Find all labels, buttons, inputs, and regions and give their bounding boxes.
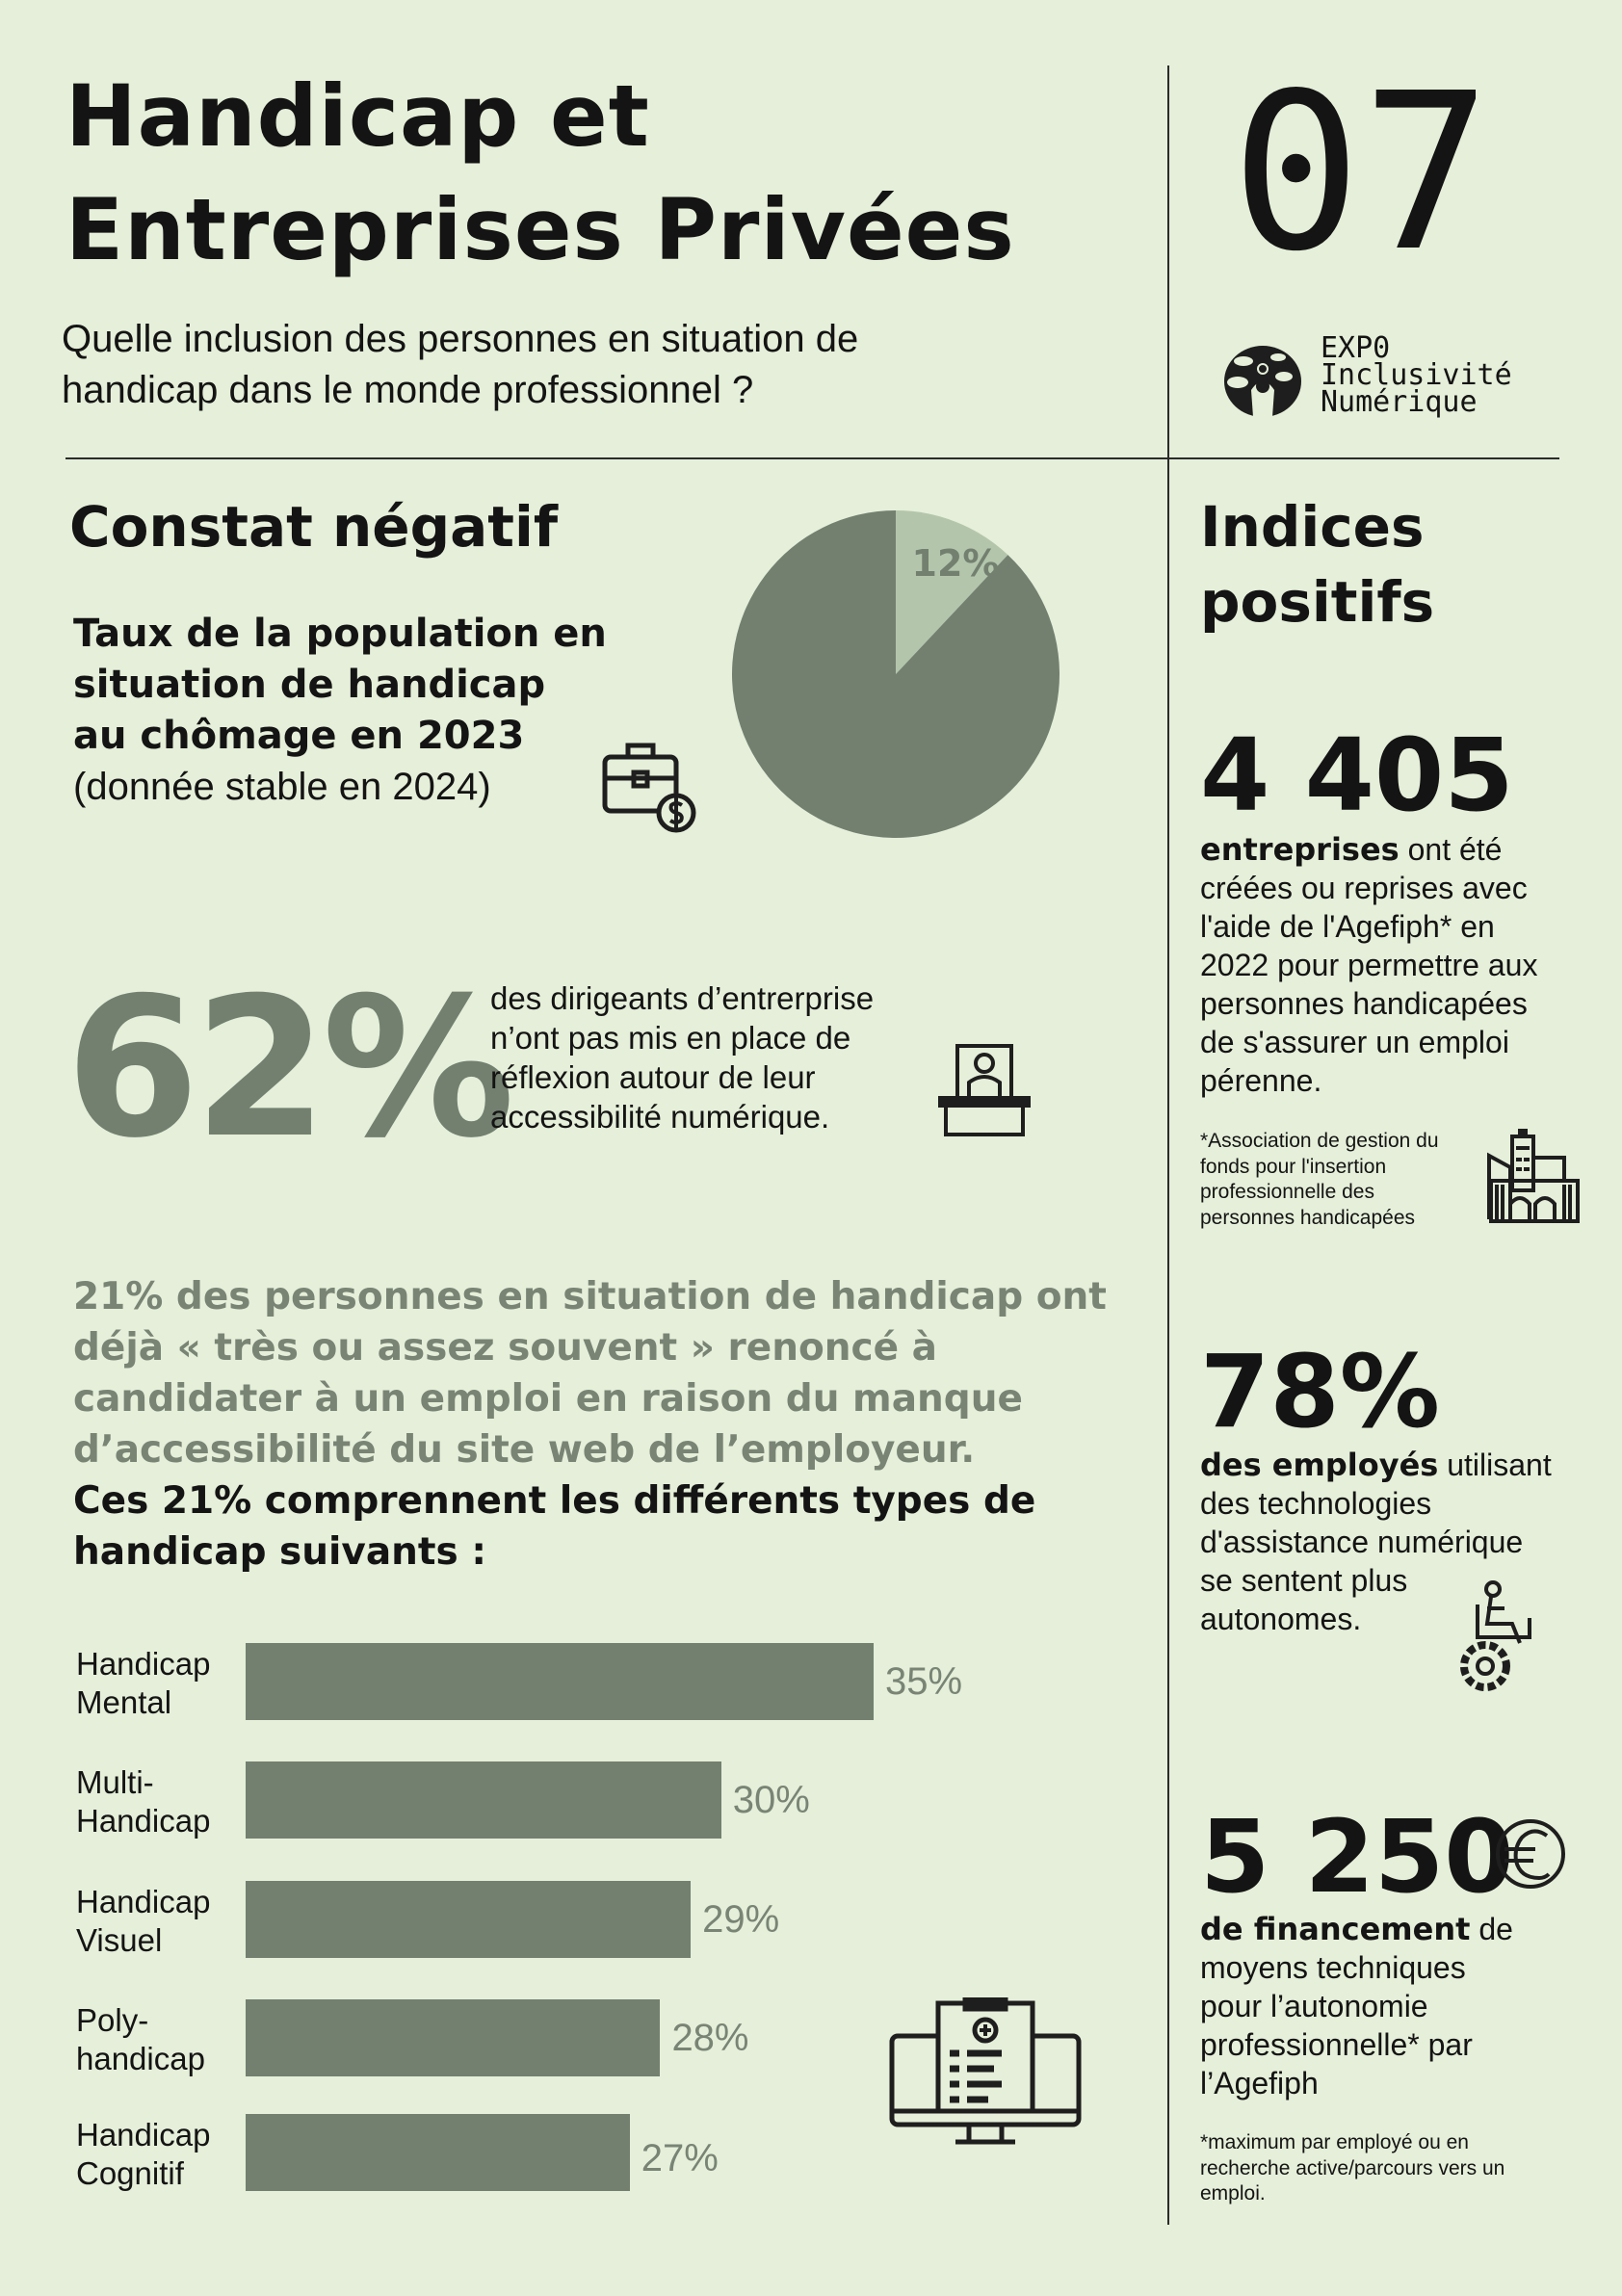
- bar-value-label: 29%: [702, 1898, 780, 1941]
- black-line: Ces 21% comprennent les différents types…: [73, 1479, 1036, 1523]
- financement-footnote: *maximum par employé ou en recherche act…: [1200, 2130, 1585, 2207]
- stat-financement-value: 5 250: [1200, 1798, 1514, 1916]
- stat-line: ont été: [1399, 832, 1503, 867]
- horizontal-divider: [65, 457, 1559, 459]
- taux-line: Taux de la population en: [73, 612, 607, 656]
- stat-62-line: accessibilité numérique.: [490, 1099, 830, 1135]
- bar-value-label: 35%: [885, 1660, 963, 1703]
- stat-line: d'assistance numérique: [1200, 1525, 1524, 1559]
- taux-line: (donnée stable en 2024): [73, 766, 491, 808]
- footnote-line: personnes handicapées: [1200, 1206, 1416, 1229]
- manager-desk-icon: [938, 1044, 1031, 1136]
- footnote-line: recherche active/parcours vers un: [1200, 2156, 1505, 2179]
- types-paragraph: Ces 21% comprennent les différents types…: [73, 1475, 1133, 1578]
- title-line: Entreprises Privées: [65, 180, 1015, 279]
- stat-line: des technologies: [1200, 1486, 1432, 1521]
- pie-slice: [896, 510, 1008, 674]
- subtitle: Quelle inclusion des personnes en situat…: [62, 314, 858, 416]
- bar: [246, 1999, 661, 2076]
- bar-category-label: Handicap Cognitif: [76, 2117, 211, 2191]
- section-title-negatif: Constat négatif: [69, 494, 559, 560]
- stat-line: utilisant: [1438, 1448, 1552, 1482]
- bar-category-label: Handicap Visuel: [76, 1884, 211, 1958]
- bar-value-label: 28%: [671, 2017, 749, 2059]
- bar-value-label: 27%: [641, 2137, 719, 2179]
- bar-category-label: Poly-handicap: [76, 2002, 205, 2076]
- black-line: handicap suivants :: [73, 1530, 486, 1574]
- gray-line: candidater à un emploi en raison du manq…: [73, 1377, 1023, 1421]
- stat-financement-text: de financement de moyens techniques pour…: [1200, 1910, 1576, 2102]
- stat-employes-value: 78%: [1200, 1333, 1440, 1450]
- stat-entreprises-value: 4 405: [1200, 717, 1514, 834]
- section-title-line: positifs: [1200, 569, 1435, 635]
- vertical-divider: [1167, 65, 1169, 2225]
- stat-line: moyens techniques: [1200, 1950, 1466, 1985]
- footnote-line: *maximum par employé ou en: [1200, 2131, 1469, 2153]
- section-title-positifs: Indices positifs: [1200, 489, 1434, 639]
- pie-chart: 12%: [732, 510, 1060, 838]
- bar-value-label: 30%: [732, 1779, 810, 1821]
- bar: [246, 2114, 630, 2191]
- pie-slice: [732, 510, 1060, 838]
- stat-line: pour l’autonomie: [1200, 1989, 1428, 2023]
- section-title-line: Indices: [1200, 494, 1425, 560]
- footnote-line: professionnelle des: [1200, 1181, 1374, 1203]
- wheelchair-gear-icon: [1460, 1580, 1531, 1691]
- stat-line: pérenne.: [1200, 1063, 1322, 1098]
- stat-line: personnes handicapées: [1200, 986, 1528, 1021]
- stat-line: 2022 pour permettre aux: [1200, 948, 1538, 982]
- stat-bold: des employés: [1200, 1447, 1439, 1483]
- expo-logo-text: EXP0 Inclusivité Numérique: [1321, 331, 1512, 419]
- taux-line: situation de handicap: [73, 663, 546, 707]
- expo-logo-icon: [1224, 346, 1301, 417]
- footnote-line: emploi.: [1200, 2182, 1266, 2205]
- stat-bold: entreprises: [1200, 831, 1400, 868]
- logo-line: Numérique: [1321, 385, 1478, 419]
- pie-label: 12%: [912, 542, 1000, 585]
- title-line: Handicap et: [65, 66, 650, 166]
- bar-category-label: Multi- Handicap: [76, 1764, 211, 1839]
- stat-line: professionnelle* par: [1200, 2027, 1473, 2062]
- euro-icon: [1496, 1819, 1565, 1889]
- stat-line: se sentent plus: [1200, 1563, 1408, 1598]
- bar-category-label: Handicap Mental: [76, 1646, 211, 1720]
- briefcase-dollar-icon: [602, 743, 696, 833]
- stat-line: l'aide de l'Agefiph* en: [1200, 909, 1495, 944]
- logo-line: EXP0: [1321, 331, 1391, 365]
- gray-line: déjà « très ou assez souvent » renoncé à: [73, 1326, 937, 1370]
- stat-entreprises-text: entreprises ont été créées ou reprises a…: [1200, 830, 1576, 1100]
- stat-line: de s'assurer un emploi: [1200, 1025, 1509, 1059]
- unemployment-text: Taux de la population en situation de ha…: [73, 609, 607, 813]
- stat-bold: de financement: [1200, 1911, 1471, 1947]
- stat-employes-text: des employés utilisant des technologies …: [1200, 1446, 1576, 1638]
- stat-62-line: réflexion autour de leur: [490, 1059, 816, 1095]
- stat-62-line: n’ont pas mis en place de: [490, 1020, 851, 1056]
- medical-monitor-icon: [889, 1997, 1082, 2145]
- stat-62-line: des dirigeants d’entrerprise: [490, 980, 875, 1016]
- stat-line: l’Agefiph: [1200, 2066, 1319, 2100]
- panel-number: 07: [1231, 47, 1492, 300]
- building-icon: [1487, 1129, 1580, 1223]
- bar: [246, 1643, 874, 1720]
- gray-line: 21% des personnes en situation de handic…: [73, 1275, 1107, 1318]
- stat-62-text: des dirigeants d’entrerprise n’ont pas m…: [490, 978, 874, 1136]
- footnote-line: *Association de gestion du: [1200, 1130, 1439, 1152]
- renonce-paragraph: 21% des personnes en situation de handic…: [73, 1271, 1133, 1475]
- page-title: Handicap et Entreprises Privées: [65, 60, 1015, 287]
- subtitle-line: handicap dans le monde professionnel ?: [62, 369, 754, 411]
- stat-62-value: 62%: [65, 956, 515, 1181]
- gray-line: d’accessibilité du site web de l’employe…: [73, 1428, 976, 1472]
- stat-line: autonomes.: [1200, 1602, 1362, 1636]
- bar: [246, 1881, 692, 1958]
- bar: [246, 1761, 721, 1839]
- stat-line: de: [1470, 1912, 1513, 1946]
- logo-line: Inclusivité: [1321, 358, 1512, 392]
- footnote-line: fonds pour l'insertion: [1200, 1155, 1387, 1178]
- taux-line: au chômage en 2023: [73, 714, 525, 758]
- stat-line: créées ou reprises avec: [1200, 871, 1528, 905]
- subtitle-line: Quelle inclusion des personnes en situat…: [62, 318, 859, 360]
- agefiph-footnote: *Association de gestion du fonds pour l'…: [1200, 1129, 1508, 1231]
